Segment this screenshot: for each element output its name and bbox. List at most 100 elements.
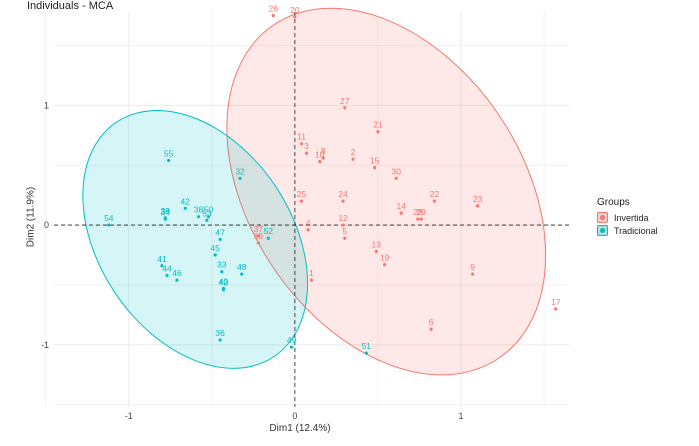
- point-label-14: 14: [396, 201, 406, 211]
- point-8: [321, 156, 325, 160]
- point-21: [376, 130, 380, 134]
- y-tick-label: 0: [44, 220, 49, 230]
- point-30: [394, 176, 398, 180]
- point-label-29: 29: [416, 207, 426, 217]
- point-47: [218, 237, 222, 242]
- x-axis-label: Dim1 (12.4%): [269, 423, 331, 434]
- point-label-15: 15: [370, 156, 380, 166]
- point-14: [399, 211, 403, 215]
- point-label-11: 11: [297, 132, 306, 142]
- point-22: [432, 199, 437, 203]
- legend-key-tradicional: [597, 225, 608, 236]
- point-label-20: 20: [290, 5, 300, 15]
- point-label-3: 3: [304, 141, 309, 151]
- point-label-49: 49: [287, 335, 297, 345]
- point-32: [238, 176, 242, 180]
- point-label-12: 12: [338, 213, 348, 223]
- point-label-4: 4: [306, 218, 311, 228]
- point-23: [476, 204, 480, 208]
- point-label-48: 48: [237, 262, 247, 272]
- point-label-1: 1: [309, 268, 314, 278]
- point-55: [167, 158, 171, 163]
- point-27: [343, 106, 347, 110]
- reference-lines: [54, 12, 569, 407]
- point-label-51: 51: [362, 341, 372, 351]
- point-label-22: 22: [430, 189, 440, 199]
- point-18: [256, 241, 260, 245]
- point-label-18: 18: [254, 231, 264, 241]
- legend-item-invertida: Invertida: [597, 211, 658, 224]
- y-tick-labels: -1 0 1: [41, 100, 49, 349]
- point-26: [271, 13, 275, 18]
- x-tick-labels: -1 0 1: [125, 411, 464, 421]
- ellipse-invertida: [226, 7, 547, 376]
- point-45: [213, 253, 217, 257]
- point-label-28: 28: [413, 207, 423, 217]
- point-10: [318, 160, 322, 164]
- point-label-36: 36: [215, 328, 225, 338]
- point-label-39: 39: [161, 206, 171, 216]
- confidence-ellipses: [82, 7, 547, 376]
- y-axis-label: Dim2 (11.9%): [25, 186, 37, 248]
- point-43: [221, 288, 226, 292]
- point-label-23: 23: [473, 194, 483, 204]
- point-17: [554, 307, 558, 311]
- point-label-40: 40: [219, 277, 229, 287]
- point-label-26: 26: [269, 4, 279, 14]
- point-49: [289, 345, 294, 349]
- point-label-42: 42: [181, 196, 191, 206]
- point-33: [220, 270, 224, 274]
- y-tick-label: -1: [41, 340, 49, 350]
- point-label-45: 45: [210, 243, 220, 253]
- x-tick-label: -1: [125, 411, 133, 421]
- point-label-21: 21: [373, 120, 383, 130]
- point-54: [107, 223, 111, 227]
- point-46: [175, 278, 179, 282]
- point-label-9: 9: [470, 262, 475, 272]
- point-51: [364, 351, 368, 355]
- point-6: [429, 327, 433, 331]
- point-38: [196, 215, 201, 219]
- point-50: [206, 215, 211, 219]
- point-48: [240, 272, 244, 276]
- point-label-44: 44: [162, 263, 172, 273]
- plot-panel: [54, 12, 569, 407]
- point-label-46: 46: [172, 268, 182, 278]
- point-label-5: 5: [342, 226, 347, 236]
- point-label-17: 17: [551, 297, 561, 307]
- point-28: [416, 217, 420, 221]
- point-label-55: 55: [164, 148, 174, 158]
- point-3: [304, 151, 309, 155]
- legend-title: Groups: [597, 197, 630, 208]
- point-9: [471, 272, 475, 276]
- point-24: [341, 199, 345, 203]
- point-label-6: 6: [429, 317, 434, 327]
- point-20: [293, 15, 297, 19]
- point-5: [343, 236, 347, 240]
- point-label-38: 38: [194, 205, 204, 215]
- point-label-47: 47: [215, 227, 225, 237]
- point-label-30: 30: [391, 166, 401, 176]
- point-12: [341, 223, 345, 227]
- point-11: [299, 142, 304, 146]
- point-label-34: 34: [161, 207, 171, 217]
- x-tick-label: 1: [459, 411, 464, 421]
- point-label-27: 27: [340, 96, 350, 106]
- point-label-52: 52: [264, 226, 274, 236]
- point-29: [419, 217, 423, 221]
- point-15: [373, 166, 377, 170]
- point-2: [351, 157, 355, 161]
- ellipse-tradicional: [82, 110, 309, 369]
- point-label-8: 8: [321, 146, 326, 156]
- point-label-43: 43: [219, 278, 229, 288]
- point-label-53: 53: [202, 208, 212, 218]
- point-13: [374, 249, 378, 253]
- x-tick-label: 0: [292, 411, 297, 421]
- point-label-54: 54: [104, 213, 114, 223]
- legend-label-tradicional: Tradicional: [614, 225, 658, 236]
- point-label-25: 25: [297, 189, 307, 199]
- point-25: [299, 199, 304, 203]
- y-tick-label: 1: [44, 100, 49, 110]
